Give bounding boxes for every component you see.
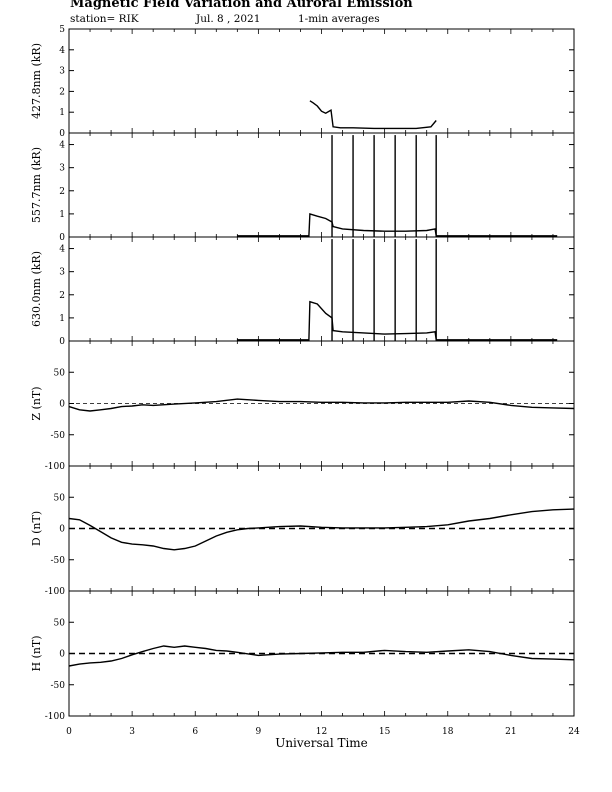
series-line-1-1 [309, 100, 437, 130]
y-axis-label: 630.0nm (kR) [30, 251, 43, 327]
y-tick-label: 2 [59, 187, 65, 197]
panel-frame-3 [68, 236, 575, 342]
y-tick-label: 3 [59, 164, 65, 174]
station-label: station= RIK [70, 13, 139, 25]
y-tick-label: 1 [59, 210, 65, 220]
series-line-5-1 [68, 508, 575, 551]
y-tick-label: 0 [59, 337, 65, 347]
y-tick-label: 3 [59, 268, 65, 278]
y-axis-label: D (nT) [30, 511, 43, 546]
y-tick-label: -50 [51, 556, 66, 566]
y-tick-label: -100 [45, 712, 65, 722]
x-tick-label: 12 [316, 727, 327, 737]
y-tick-label: 4 [59, 141, 65, 151]
x-tick-label: 21 [505, 727, 516, 737]
y-tick-label: 4 [59, 46, 65, 56]
y-tick-label: 3 [59, 67, 65, 77]
y-tick-label: 0 [59, 233, 65, 243]
x-tick-label: 15 [379, 727, 391, 737]
chart-title: Magnetic Field Variation and Auroral Emi… [70, 0, 413, 11]
averaging-label: 1-min averages [298, 13, 380, 25]
y-axis-label: H (nT) [30, 635, 43, 671]
y-tick-label: 50 [54, 493, 66, 503]
y-tick-label: 0 [59, 525, 65, 535]
y-tick-label: 2 [59, 291, 65, 301]
y-axis-label: Z (nT) [30, 386, 43, 420]
x-tick-label: 18 [442, 727, 454, 737]
y-tick-label: -50 [51, 681, 66, 691]
y-tick-label: 0 [59, 400, 65, 410]
x-tick-label: 6 [192, 727, 198, 737]
y-tick-label: -100 [45, 462, 65, 472]
y-axis-label: 427.8nm (kR) [30, 43, 43, 119]
x-tick-label: 0 [66, 727, 72, 737]
x-tick-label: 3 [129, 727, 135, 737]
y-tick-label: 0 [59, 129, 65, 139]
panel-frame-1 [68, 28, 575, 134]
y-tick-label: 0 [59, 650, 65, 660]
y-tick-label: 2 [59, 87, 65, 97]
y-tick-label: 1 [59, 108, 65, 118]
x-tick-label: 9 [256, 727, 262, 737]
x-axis-label: Universal Time [275, 736, 368, 750]
series-line-3-1 [237, 300, 558, 341]
panel-frame-2 [68, 132, 575, 238]
y-tick-label: 50 [54, 618, 66, 628]
series-line-2-1 [237, 212, 558, 237]
series-line-4-1 [68, 398, 575, 412]
y-tick-label: 4 [59, 245, 65, 255]
x-tick-label: 24 [568, 727, 580, 737]
date-label: Jul. 8 , 2021 [196, 13, 261, 25]
y-tick-label: -50 [51, 431, 66, 441]
y-tick-label: 5 [59, 25, 65, 35]
y-tick-label: 50 [54, 368, 66, 378]
y-tick-label: 1 [59, 314, 65, 324]
y-axis-label: 557.7nm (kR) [30, 147, 43, 223]
series-line-6-1 [68, 645, 575, 667]
y-tick-label: -100 [45, 587, 65, 597]
